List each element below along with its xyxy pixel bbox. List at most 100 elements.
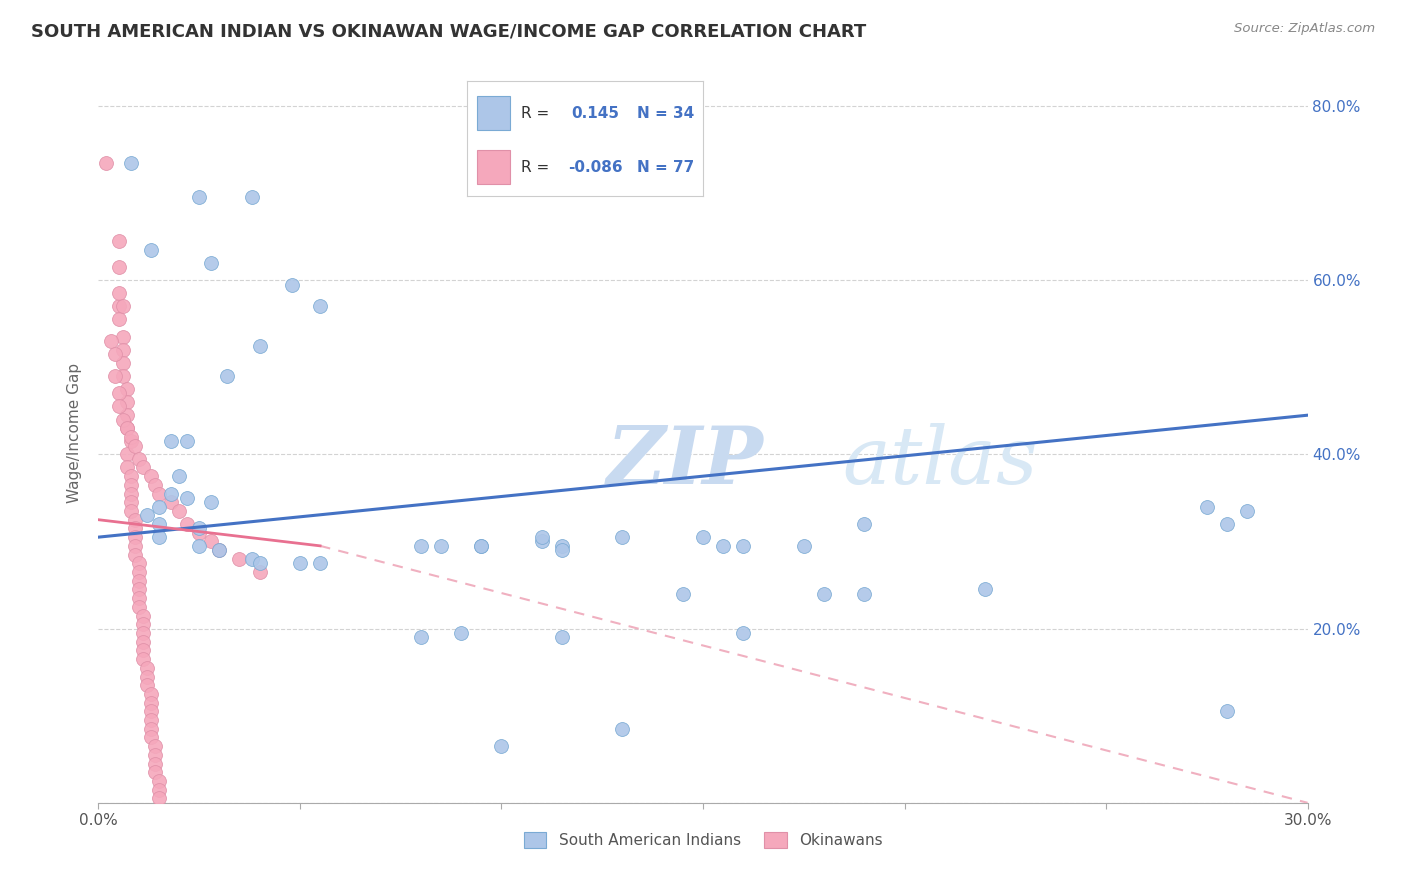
Point [111,343,134,357]
Point [974,582,997,597]
Point [135,508,157,523]
Point [240,552,263,566]
Point [167,504,190,518]
Point [135,669,157,683]
Point [143,765,166,780]
Point [128,451,150,466]
Point [107,260,129,274]
Point [135,661,157,675]
Point [128,591,150,606]
Point [115,447,138,461]
Point [132,643,155,657]
Point [115,395,138,409]
Point [148,774,170,789]
Point [430,539,453,553]
Point [120,469,142,483]
Point [107,386,129,401]
Point [409,630,432,644]
Point [692,530,714,544]
Text: atlas: atlas [842,424,1038,501]
Point [120,434,142,449]
Point [217,369,239,384]
Point [115,460,138,475]
Point [143,747,166,762]
Point [228,552,250,566]
Point [409,539,432,553]
Point [124,513,146,527]
Point [120,478,142,492]
Point [111,369,134,384]
Point [148,500,170,514]
Point [120,430,142,444]
Point [132,634,155,648]
Point [551,539,574,553]
Point [120,504,142,518]
Point [107,312,129,326]
Point [200,534,222,549]
Point [120,486,142,500]
Point [470,539,492,553]
Point [711,539,734,553]
Point [240,190,263,204]
Point [111,299,134,313]
Point [120,155,142,169]
Point [115,408,138,422]
Point [148,791,170,805]
Point [672,587,695,601]
Point [124,530,146,544]
Point [107,234,129,248]
Point [148,486,170,500]
Point [148,530,170,544]
Point [128,565,150,579]
Point [128,599,150,614]
Point [167,469,190,483]
Point [124,548,146,562]
Point [128,574,150,588]
Point [132,652,155,666]
Point [188,521,211,535]
Text: Source: ZipAtlas.com: Source: ZipAtlas.com [1234,22,1375,36]
Point [450,626,472,640]
Point [139,713,162,727]
Point [103,369,125,384]
Text: SOUTH AMERICAN INDIAN VS OKINAWAN WAGE/INCOME GAP CORRELATION CHART: SOUTH AMERICAN INDIAN VS OKINAWAN WAGE/I… [31,22,866,40]
Point [200,256,222,270]
Point [176,491,198,505]
Point [200,495,222,509]
Point [115,382,138,396]
Point [124,521,146,535]
Point [288,556,311,570]
Point [143,756,166,771]
Point [813,587,835,601]
Point [249,556,271,570]
Point [208,543,231,558]
Point [530,534,553,549]
Point [132,626,155,640]
Point [132,460,155,475]
Point [470,539,492,553]
Point [188,525,211,540]
Point [139,687,162,701]
Point [208,543,231,558]
Point [139,731,162,745]
Point [612,722,634,736]
Point [115,421,138,435]
Point [107,286,129,301]
Point [530,530,553,544]
Point [176,434,198,449]
Point [139,243,162,257]
Point [135,678,157,692]
Point [139,722,162,736]
Point [249,338,271,352]
Point [103,347,125,361]
Point [612,530,634,544]
Point [111,356,134,370]
Point [1236,504,1258,518]
Point [160,434,183,449]
Point [176,517,198,532]
Point [188,539,211,553]
Point [100,334,122,348]
Point [733,626,755,640]
Point [132,617,155,632]
Point [139,704,162,718]
